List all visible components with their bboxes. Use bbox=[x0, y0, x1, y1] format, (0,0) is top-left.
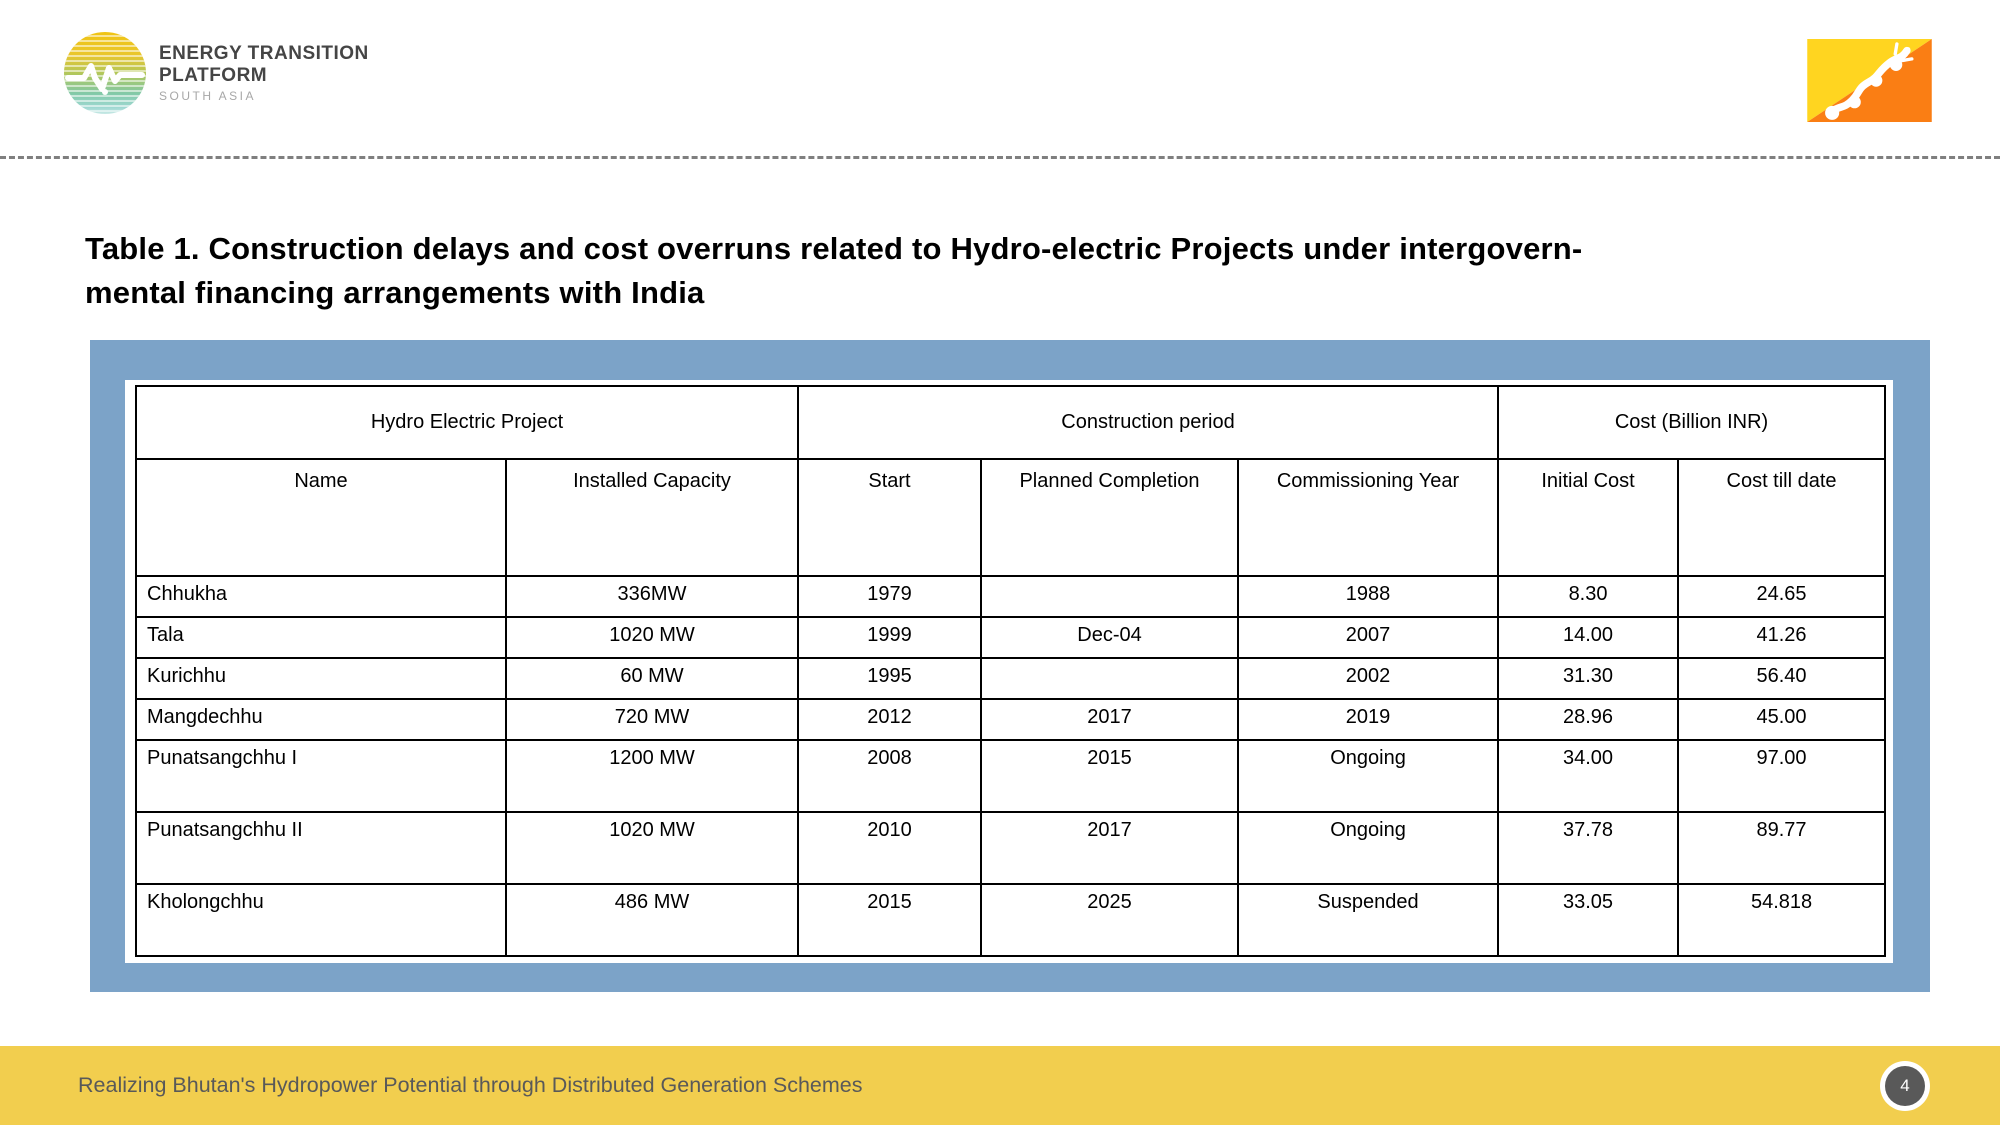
cell-name: Mangdechhu bbox=[135, 698, 507, 741]
col-header-planned-completion: Planned Completion bbox=[980, 458, 1239, 577]
cell-planned-completion: 2015 bbox=[980, 739, 1239, 813]
cell-commissioning-year: Ongoing bbox=[1236, 739, 1500, 813]
cell-start: 1979 bbox=[797, 575, 982, 618]
table-row-tala: Tala 1020 MW 1999 Dec-04 2007 14.00 41.2… bbox=[135, 616, 1887, 659]
cell-name: Punatsangchhu II bbox=[135, 811, 507, 885]
col-header-cost-till-date: Cost till date bbox=[1677, 458, 1887, 577]
cell-name: Tala bbox=[135, 616, 507, 659]
hydro-projects-table: Hydro Electric Project Construction peri… bbox=[135, 385, 1887, 957]
cell-planned-completion: 2017 bbox=[980, 811, 1239, 885]
table-row-mangdechhu: Mangdechhu 720 MW 2012 2017 2019 28.96 4… bbox=[135, 698, 1887, 741]
cell-commissioning-year: 2002 bbox=[1236, 657, 1500, 700]
cell-name: Chhukha bbox=[135, 575, 507, 618]
cell-planned-completion bbox=[980, 575, 1239, 618]
cell-commissioning-year: 2007 bbox=[1236, 616, 1500, 659]
cell-name: Kurichhu bbox=[135, 657, 507, 700]
group-header-project: Hydro Electric Project bbox=[135, 385, 799, 460]
dashed-divider bbox=[0, 156, 2000, 159]
cell-start: 2015 bbox=[797, 883, 982, 957]
energy-transition-platform-logo: ENERGY TRANSITION PLATFORM SOUTH ASIA bbox=[64, 32, 369, 114]
cell-initial-cost: 28.96 bbox=[1497, 698, 1680, 741]
cell-initial-cost: 34.00 bbox=[1497, 739, 1680, 813]
footer-text: Realizing Bhutan's Hydropower Potential … bbox=[78, 1073, 863, 1097]
table-frame: Hydro Electric Project Construction peri… bbox=[90, 340, 1930, 992]
cell-commissioning-year: 2019 bbox=[1236, 698, 1500, 741]
cell-cost-till-date: 54.818 bbox=[1677, 883, 1887, 957]
group-header-construction-period: Construction period bbox=[796, 385, 1500, 460]
bhutan-flag-icon bbox=[1807, 39, 1932, 122]
table-row-kurichhu: Kurichhu 60 MW 1995 2002 31.30 56.40 bbox=[135, 657, 1887, 700]
cell-start: 1995 bbox=[797, 657, 982, 700]
cell-initial-cost: 33.05 bbox=[1497, 883, 1680, 957]
cell-planned-completion bbox=[980, 657, 1239, 700]
cell-capacity: 486 MW bbox=[505, 883, 799, 957]
group-header-cost: Cost (Billion INR) bbox=[1497, 385, 1887, 460]
cell-planned-completion: 2025 bbox=[980, 883, 1239, 957]
cell-capacity: 1020 MW bbox=[505, 811, 799, 885]
cell-capacity: 60 MW bbox=[505, 657, 799, 700]
table-row-punatsangchhu-1: Punatsangchhu I 1200 MW 2008 2015 Ongoin… bbox=[135, 739, 1887, 813]
cell-start: 2012 bbox=[797, 698, 982, 741]
cell-start: 1999 bbox=[797, 616, 982, 659]
footer-bar: Realizing Bhutan's Hydropower Potential … bbox=[0, 1046, 2000, 1125]
logo-subtitle: SOUTH ASIA bbox=[159, 88, 257, 103]
col-header-commissioning-year: Commissioning Year bbox=[1236, 458, 1500, 577]
cell-initial-cost: 31.30 bbox=[1497, 657, 1680, 700]
cell-cost-till-date: 89.77 bbox=[1677, 811, 1887, 885]
page-number: 4 bbox=[1885, 1066, 1925, 1106]
cell-cost-till-date: 56.40 bbox=[1677, 657, 1887, 700]
logo-globe-waveform-icon bbox=[64, 32, 146, 114]
table-caption: Table 1. Construction delays and cost ov… bbox=[85, 231, 1583, 311]
page-number-badge: 4 bbox=[1880, 1061, 1930, 1111]
cell-planned-completion: Dec-04 bbox=[980, 616, 1239, 659]
cell-cost-till-date: 41.26 bbox=[1677, 616, 1887, 659]
group-header-row: Hydro Electric Project Construction peri… bbox=[135, 385, 1887, 460]
cell-commissioning-year: Suspended bbox=[1236, 883, 1500, 957]
cell-initial-cost: 37.78 bbox=[1497, 811, 1680, 885]
table-panel: Hydro Electric Project Construction peri… bbox=[125, 380, 1893, 963]
cell-cost-till-date: 45.00 bbox=[1677, 698, 1887, 741]
cell-capacity: 1200 MW bbox=[505, 739, 799, 813]
cell-name: Punatsangchhu I bbox=[135, 739, 507, 813]
column-header-row: Name Installed Capacity Start Planned Co… bbox=[135, 458, 1887, 577]
col-header-name: Name bbox=[135, 458, 507, 577]
cell-planned-completion: 2017 bbox=[980, 698, 1239, 741]
cell-name: Kholongchhu bbox=[135, 883, 507, 957]
table-row-kholongchhu: Kholongchhu 486 MW 2015 2025 Suspended 3… bbox=[135, 883, 1887, 957]
col-header-installed-capacity: Installed Capacity bbox=[505, 458, 799, 577]
cell-start: 2008 bbox=[797, 739, 982, 813]
logo-title-line1: ENERGY TRANSITION bbox=[159, 43, 369, 65]
table-row-punatsangchhu-2: Punatsangchhu II 1020 MW 2010 2017 Ongoi… bbox=[135, 811, 1887, 885]
cell-start: 2010 bbox=[797, 811, 982, 885]
table-row-chhukha: Chhukha 336MW 1979 1988 8.30 24.65 bbox=[135, 575, 1887, 618]
cell-cost-till-date: 97.00 bbox=[1677, 739, 1887, 813]
cell-commissioning-year: Ongoing bbox=[1236, 811, 1500, 885]
logo-title-line2: PLATFORM bbox=[159, 64, 268, 86]
col-header-start: Start bbox=[797, 458, 982, 577]
cell-cost-till-date: 24.65 bbox=[1677, 575, 1887, 618]
cell-commissioning-year: 1988 bbox=[1236, 575, 1500, 618]
cell-capacity: 720 MW bbox=[505, 698, 799, 741]
dragon-emblem bbox=[1825, 42, 1914, 120]
logo-text: ENERGY TRANSITION PLATFORM SOUTH ASIA bbox=[159, 43, 369, 103]
cell-capacity: 1020 MW bbox=[505, 616, 799, 659]
col-header-initial-cost: Initial Cost bbox=[1497, 458, 1680, 577]
cell-initial-cost: 8.30 bbox=[1497, 575, 1680, 618]
cell-capacity: 336MW bbox=[505, 575, 799, 618]
cell-initial-cost: 14.00 bbox=[1497, 616, 1680, 659]
